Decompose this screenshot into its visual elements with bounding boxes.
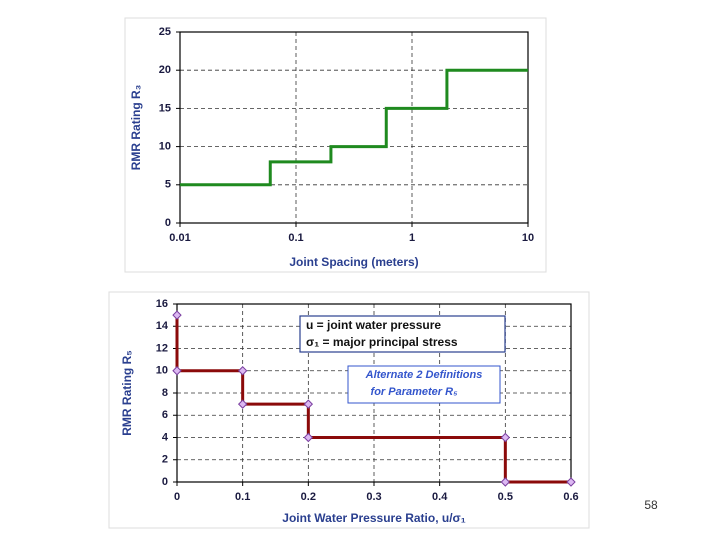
x-tick-label: 0.01	[169, 232, 190, 244]
y-tick-label: 14	[156, 320, 169, 332]
x-tick-label: 0.5	[498, 491, 513, 503]
x-tick-label: 1	[409, 232, 415, 244]
y-axis-label: RMR Rating R₅	[120, 350, 134, 436]
data-point	[303, 399, 314, 409]
x-tick-label: 0.3	[366, 491, 381, 503]
y-tick-label: 8	[162, 387, 168, 399]
x-tick-label: 0.6	[563, 491, 578, 503]
data-point	[303, 432, 314, 443]
annotation: for Parameter R₅	[371, 386, 459, 398]
x-tick-label: 0	[174, 491, 180, 503]
y-tick-label: 4	[162, 431, 169, 443]
y-tick-label: 15	[159, 102, 171, 114]
y-axis-label: RMR Rating R₃	[129, 85, 143, 171]
data-point	[500, 432, 511, 443]
x-tick-label: 0.2	[301, 491, 316, 503]
annotation: u = joint water pressure	[306, 318, 441, 332]
x-tick-label: 0.4	[432, 491, 448, 503]
y-tick-label: 20	[159, 64, 171, 76]
annotation-box	[299, 315, 506, 353]
annotation-box	[347, 365, 501, 404]
data-point	[172, 310, 182, 320]
y-tick-label: 16	[156, 298, 168, 310]
data-point	[500, 477, 511, 487]
annotation: σ₁ = major principal stress	[306, 335, 458, 349]
y-tick-label: 10	[156, 365, 168, 377]
chart-frame	[124, 17, 547, 273]
plot-frame	[179, 31, 529, 224]
plot-frame	[176, 303, 572, 483]
data-line	[180, 68, 528, 187]
y-tick-label: 0	[162, 476, 168, 488]
y-tick-label: 0	[165, 217, 171, 229]
y-tick-label: 25	[159, 26, 171, 38]
x-tick-label: 0.1	[288, 232, 303, 244]
x-axis-label: Joint Water Pressure Ratio, u/σ₁	[282, 511, 465, 525]
data-point	[237, 399, 248, 409]
data-point	[172, 366, 182, 376]
y-tick-label: 10	[159, 141, 171, 153]
data-point	[237, 366, 248, 376]
data-point	[566, 477, 576, 487]
y-tick-label: 2	[162, 454, 168, 466]
annotation: Alternate 2 Definitions	[365, 369, 483, 381]
y-tick-label: 5	[165, 179, 171, 191]
x-tick-label: 10	[522, 232, 534, 244]
x-axis-label: Joint Spacing (meters)	[289, 255, 418, 269]
x-tick-label: 0.1	[235, 491, 250, 503]
y-tick-label: 6	[162, 409, 168, 421]
y-tick-label: 12	[156, 342, 168, 354]
page-number: 58	[644, 498, 658, 512]
